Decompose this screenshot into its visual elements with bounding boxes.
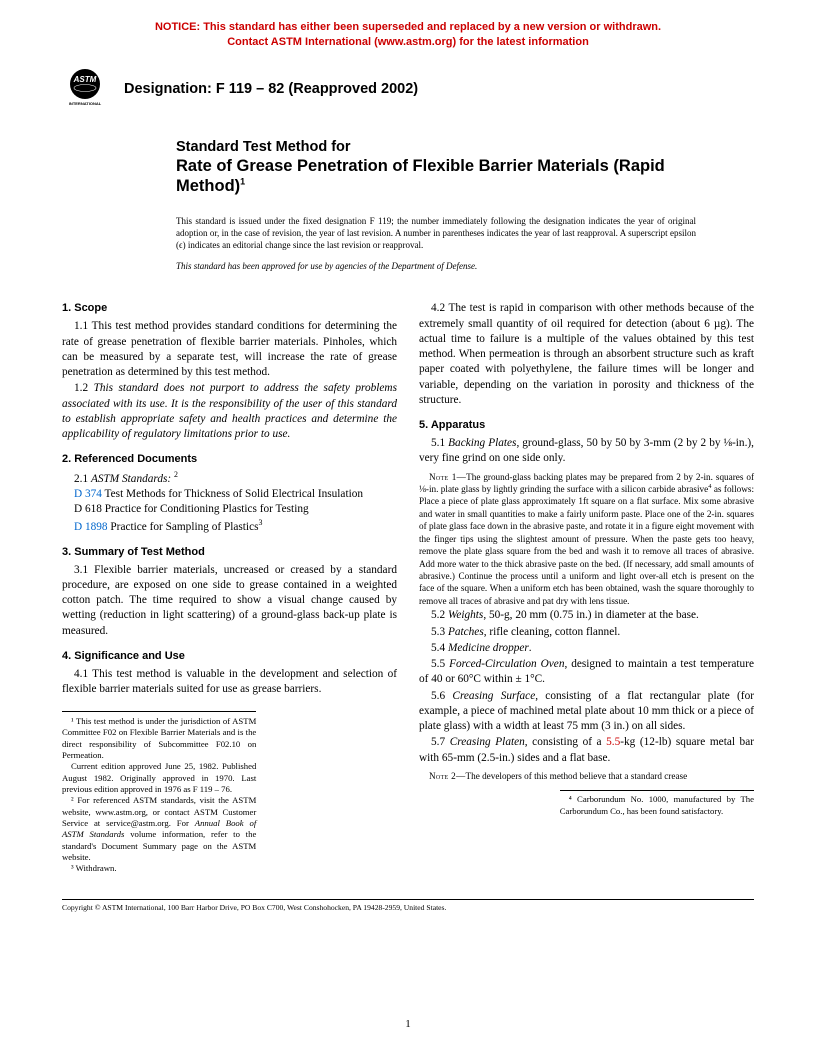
dod-note: This standard has been approved for use …	[0, 255, 816, 281]
heading-refdocs: 2. Referenced Documents	[62, 452, 397, 467]
note-2-text: The developers of this method believe th…	[465, 771, 687, 781]
copyright: Copyright © ASTM International, 100 Barr…	[0, 900, 816, 912]
note-1-b: as follows: Place a piece of plate glass…	[419, 484, 754, 606]
p-2-1: 2.1 ASTM Standards: 2	[62, 470, 397, 487]
p-5-3: 5.3 Patches, rifle cleaning, cotton flan…	[419, 625, 754, 640]
ref-d374: D 374 Test Methods for Thickness of Soli…	[62, 487, 397, 502]
title-main: Rate of Grease Penetration of Flexible B…	[176, 156, 676, 197]
footnote-4: ⁴ Carborundum No. 1000, manufactured by …	[560, 790, 754, 817]
heading-significance: 4. Significance and Use	[62, 649, 397, 664]
column-left: 1. Scope 1.1 This test method provides s…	[62, 291, 397, 874]
column-right: 4.2 The test is rapid in comparison with…	[419, 291, 754, 874]
notice-line1: NOTICE: This standard has either been su…	[155, 21, 661, 33]
notice-banner: NOTICE: This standard has either been su…	[0, 0, 816, 56]
note-1-a: The ground-glass backing plates may be p…	[419, 472, 754, 494]
p-5-7-red: 5.5	[606, 736, 620, 748]
sup-3: 3	[259, 518, 263, 527]
p-4-1: 4.1 This test method is valuable in the …	[62, 667, 397, 698]
svg-text:INTERNATIONAL: INTERNATIONAL	[69, 101, 102, 106]
footnote-2: ² For referenced ASTM standards, visit t…	[62, 795, 256, 863]
p-5-1-num: 5.1	[431, 437, 448, 449]
link-d1898[interactable]: D 1898	[74, 520, 108, 532]
heading-apparatus: 5. Apparatus	[419, 418, 754, 433]
issuance-note: This standard is issued under the fixed …	[0, 205, 816, 255]
astm-logo: ASTM INTERNATIONAL	[60, 64, 110, 114]
note-1: Note 1—The ground-glass backing plates m…	[419, 471, 754, 608]
page-number: 1	[0, 1018, 816, 1030]
note-2: Note 2—The developers of this method bel…	[419, 770, 754, 782]
footnote-3: ³ Withdrawn.	[62, 863, 256, 874]
title-sup: 1	[240, 177, 245, 187]
p-5-6: 5.6 Creasing Surface, consisting of a fl…	[419, 689, 754, 735]
footnote-1b: Current edition approved June 25, 1982. …	[62, 761, 256, 795]
link-d374[interactable]: D 374	[74, 488, 102, 500]
heading-summary: 3. Summary of Test Method	[62, 545, 397, 560]
note-2-lead: Note 2—	[429, 771, 465, 781]
p-4-2: 4.2 The test is rapid in comparison with…	[419, 301, 754, 408]
p-5-1-term: Backing Plates	[448, 437, 516, 449]
p-3-1: 3.1 Flexible barrier materials, uncrease…	[62, 563, 397, 639]
title-lead: Standard Test Method for	[176, 138, 676, 156]
sup-2: 2	[174, 470, 178, 479]
p-5-1: 5.1 Backing Plates, ground-glass, 50 by …	[419, 436, 754, 467]
ref-d1898: D 1898 Practice for Sampling of Plastics…	[62, 518, 397, 535]
ref-d374-text: Test Methods for Thickness of Solid Elec…	[102, 488, 363, 500]
footnote-1: ¹ This test method is under the jurisdic…	[62, 716, 256, 761]
ref-d1898-text: Practice for Sampling of Plastics	[108, 520, 259, 532]
footnotes-left: ¹ This test method is under the jurisdic…	[62, 711, 256, 874]
ref-d618: D 618 Practice for Conditioning Plastics…	[62, 502, 397, 517]
p-5-5: 5.5 Forced-Circulation Oven, designed to…	[419, 657, 754, 688]
p-5-2: 5.2 Weights, 50-g, 20 mm (0.75 in.) in d…	[419, 608, 754, 623]
note-1-lead: Note 1—	[429, 472, 466, 482]
header: ASTM INTERNATIONAL Designation: F 119 – …	[0, 56, 816, 118]
heading-scope: 1. Scope	[62, 301, 397, 316]
body-columns: 1. Scope 1.1 This test method provides s…	[0, 281, 816, 874]
p-5-7: 5.7 Creasing Platen, consisting of a 5.5…	[419, 735, 754, 766]
title-main-text: Rate of Grease Penetration of Flexible B…	[176, 157, 665, 196]
p-1-1: 1.1 This test method provides standard c…	[62, 319, 397, 380]
p-1-2: 1.2 This standard does not purport to ad…	[62, 381, 397, 442]
designation: Designation: F 119 – 82 (Reapproved 2002…	[124, 81, 418, 97]
notice-line2: Contact ASTM International (www.astm.org…	[227, 36, 589, 48]
svg-text:ASTM: ASTM	[73, 75, 97, 84]
title-block: Standard Test Method for Rate of Grease …	[0, 118, 816, 205]
p-5-4: 5.4 Medicine dropper.	[419, 641, 754, 656]
